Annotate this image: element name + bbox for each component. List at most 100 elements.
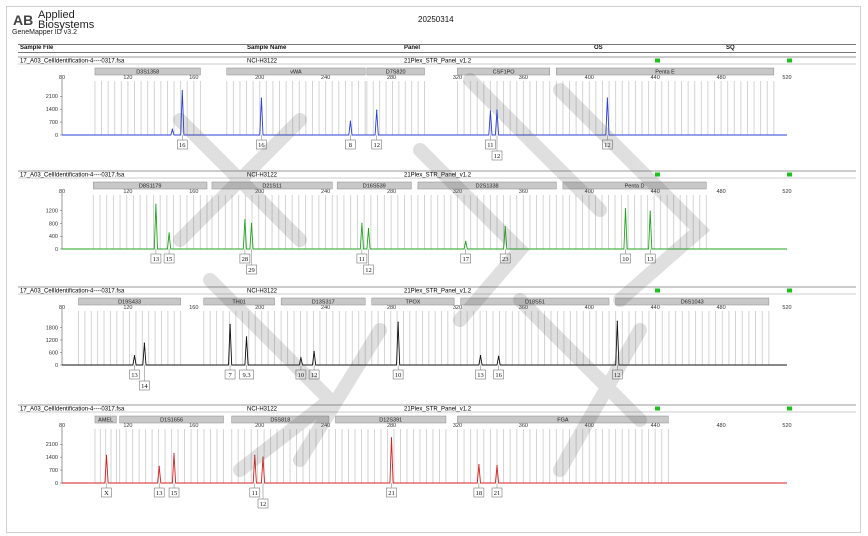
software-version: GeneMapper ID v3.2 [12, 29, 77, 36]
allele-call-label: 14 [141, 383, 148, 390]
x-tick-label: 520 [782, 189, 791, 195]
signal-trace-blue [62, 90, 787, 136]
watermark-stroke [513, 293, 647, 427]
allele-call-box [493, 369, 504, 380]
allele-call-box [246, 264, 257, 275]
x-tick-label: 280 [387, 189, 396, 195]
x-tick-label: 320 [453, 75, 462, 81]
locus-label: D5S818 [270, 418, 290, 424]
x-tick-label: 80 [59, 75, 65, 81]
allele-call-label: 28 [242, 256, 249, 263]
allele-call-box [491, 487, 503, 498]
locus-label: CSF1PO [493, 70, 516, 76]
locus-label: D7S820 [386, 70, 406, 76]
header-rule-top [18, 44, 856, 45]
os-quality-flag [655, 172, 660, 177]
locus-bar [417, 181, 557, 190]
header-sample-name: Sample Name [247, 45, 287, 51]
x-tick-label: 480 [716, 75, 725, 81]
locus-bar [562, 181, 707, 190]
locus-label: D19S433 [118, 300, 141, 306]
applied-biosystems-logo: AB [12, 12, 36, 28]
x-tick-label: 400 [585, 423, 594, 429]
x-tick-label: 480 [716, 423, 725, 429]
sample-file-name: 17_A03_CellIdentification-4----0317.fsa [20, 407, 125, 413]
locus-bar [231, 415, 330, 424]
peak-apex [133, 355, 136, 357]
sample-name: NCI-H3122 [247, 59, 278, 65]
allele-call-box [356, 253, 368, 264]
locus-bar [280, 297, 366, 306]
logo-line2: Biosystems [38, 19, 95, 31]
locus-bar [211, 181, 333, 190]
x-tick-label: 280 [387, 423, 396, 429]
allele-call-box [176, 139, 188, 150]
x-tick-label: 120 [123, 75, 132, 81]
x-tick-label: 360 [519, 305, 528, 311]
y-tick-label: 1200 [46, 338, 58, 344]
x-tick-label: 400 [585, 75, 594, 81]
y-tick-label: 1400 [46, 107, 58, 113]
allele-call-box [295, 369, 307, 380]
allele-call-label: 17 [462, 256, 469, 263]
x-tick-label: 520 [782, 305, 791, 311]
peak-apex [168, 232, 170, 234]
sq-quality-flag [787, 58, 792, 63]
peak-apex [504, 226, 506, 228]
peak-apex [155, 203, 157, 205]
locus-bar [94, 67, 201, 76]
x-tick-label: 80 [59, 423, 65, 429]
x-tick-label: 160 [189, 189, 198, 195]
locus-label: Penta D [625, 184, 645, 190]
peak-apex [361, 222, 363, 224]
allele-call-label: 9.3 [242, 372, 250, 379]
y-tick-label: 1800 [46, 325, 58, 331]
allele-call-box [475, 369, 486, 380]
allele-call-label: 12 [365, 267, 372, 274]
dye-panel-blue: 17_A03_CellIdentification-4----0317.fsa N… [18, 56, 856, 161]
locus-bar [615, 297, 770, 306]
allele-call-box [371, 139, 383, 150]
allele-call-label: 12 [260, 501, 267, 508]
peak-apex [105, 454, 108, 456]
watermark-stroke [553, 323, 647, 477]
peak-apex [397, 321, 399, 323]
locus-label: TPOX [405, 300, 420, 306]
allele-call-box [150, 253, 162, 264]
locus-bar [366, 67, 425, 76]
locus-bar [460, 297, 610, 306]
allele-call-label: 10 [395, 372, 402, 379]
peak-apex [171, 128, 173, 131]
locus-label: Penta E [655, 70, 675, 76]
peak-apex [300, 357, 302, 359]
signal-trace-red [62, 437, 787, 484]
allele-call-label: 13 [131, 372, 138, 379]
allele-call-box [249, 487, 261, 498]
allele-call-label: 10 [622, 256, 629, 263]
allele-call-box [363, 264, 374, 275]
peak-apex [496, 109, 498, 111]
peak-apex [616, 320, 618, 322]
dye-panel-green: 17_A03_CellIdentification-4----0317.fsa N… [18, 170, 856, 275]
watermark-stroke [203, 273, 341, 477]
peak-apex [254, 454, 256, 456]
allele-call-label: 13 [156, 490, 163, 497]
y-tick-label: 1200 [46, 209, 58, 215]
peak-apex [390, 437, 393, 439]
allele-call-box [602, 139, 613, 150]
y-tick-label: 1400 [46, 455, 58, 461]
allele-call-box [239, 369, 254, 380]
x-tick-label: 520 [782, 75, 791, 81]
allele-call-box [473, 487, 485, 498]
peak-apex [260, 97, 262, 99]
peak-apex [313, 350, 315, 353]
peak-apex [250, 222, 253, 224]
x-tick-label: 200 [255, 75, 264, 81]
allele-call-box [644, 253, 656, 264]
peak-apex [173, 452, 175, 455]
sample-name: NCI-H3122 [247, 289, 278, 295]
x-tick-label: 160 [189, 305, 198, 311]
y-tick-label: 0 [55, 247, 58, 253]
sample-file-name: 17_A03_CellIdentification-4----0317.fsa [20, 59, 125, 65]
